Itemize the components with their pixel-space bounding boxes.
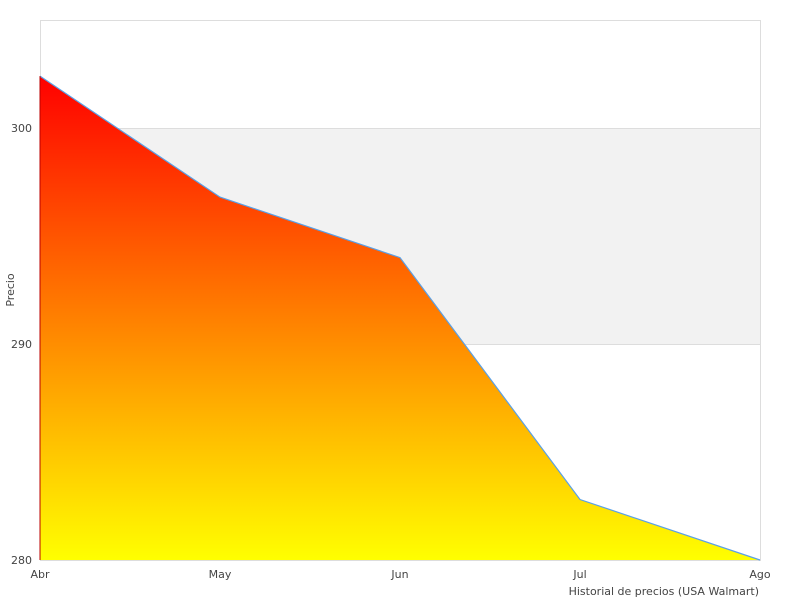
y-tick-label: 300 bbox=[11, 122, 32, 135]
y-tick-label: 290 bbox=[11, 338, 32, 351]
x-tick-label: Ago bbox=[749, 568, 771, 581]
x-tick-label: Abr bbox=[30, 568, 50, 581]
x-tick-label: Jul bbox=[572, 568, 586, 581]
y-axis-label: Precio bbox=[4, 273, 17, 307]
series-line bbox=[39, 75, 761, 561]
x-tick-label: May bbox=[209, 568, 232, 581]
x-axis-label: Historial de precios (USA Walmart) bbox=[569, 585, 759, 598]
x-tick-label: Jun bbox=[390, 568, 408, 581]
y-tick-label: 280 bbox=[11, 554, 32, 567]
